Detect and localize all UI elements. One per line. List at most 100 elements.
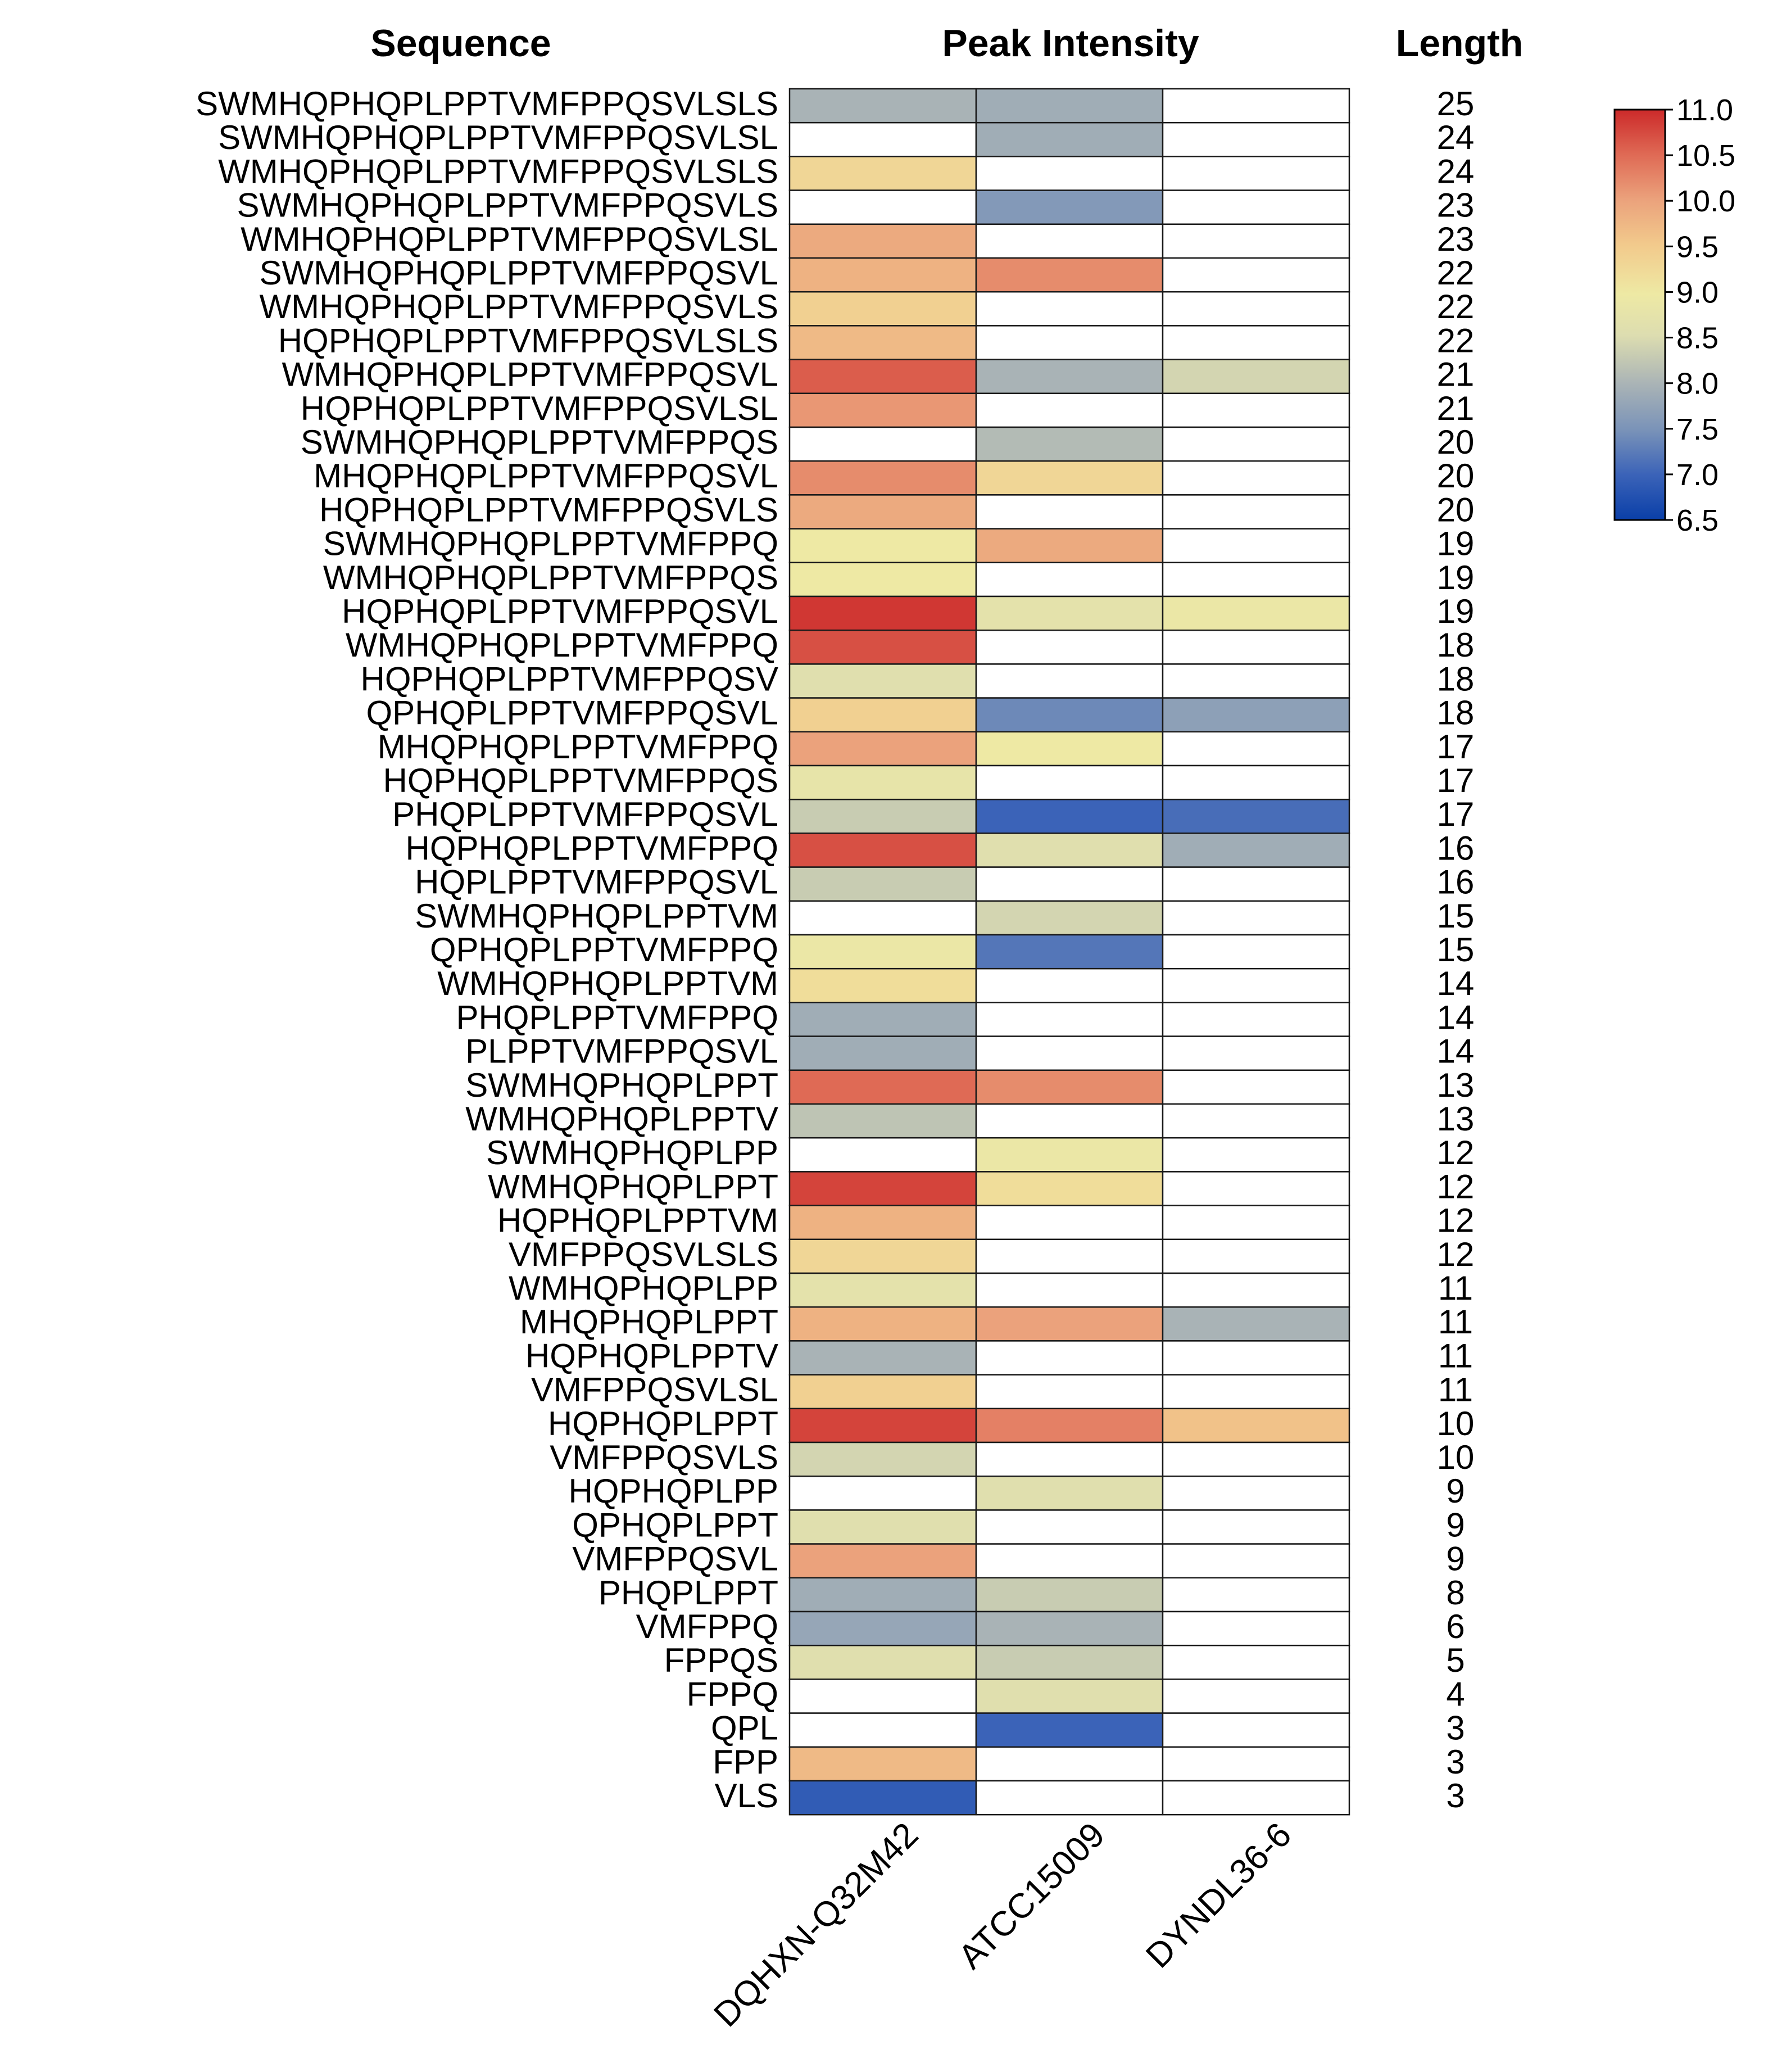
sequence-label: WMHQPHQPLPPTVMFPPQSVLSL	[241, 220, 778, 258]
heatmap-cell	[788, 1644, 977, 1680]
heatmap-cell	[788, 1780, 977, 1816]
sequence-label: SWMHQPHQPLPPT	[465, 1066, 778, 1104]
sequence-label: HQPLPPTVMFPPQSVL	[415, 863, 778, 901]
sequence-label: QPHQPLPPTVMFPPQ	[430, 931, 778, 969]
length-label: 19	[1437, 559, 1475, 596]
column-label: ATCC15009	[951, 1815, 1113, 1976]
heatmap-cell	[788, 934, 977, 970]
heatmap-cell	[975, 392, 1164, 428]
length-label: 16	[1437, 829, 1475, 867]
length-label: 12	[1437, 1236, 1475, 1273]
length-label: 10	[1437, 1438, 1475, 1476]
heatmap-cell	[975, 866, 1164, 902]
heatmap-cell	[975, 1746, 1164, 1782]
heatmap-cell	[788, 731, 977, 767]
heatmap-cell	[975, 731, 1164, 767]
length-label: 12	[1437, 1202, 1475, 1239]
sequence-label: WMHQPHQPLPP	[509, 1269, 778, 1307]
heatmap-cell	[1162, 1543, 1350, 1579]
sequence-label: VMFPPQSVLSLS	[509, 1236, 778, 1273]
heatmap-cell	[1162, 697, 1350, 733]
heatmap-cell	[1162, 595, 1350, 631]
heatmap-cell	[788, 1002, 977, 1037]
length-label: 14	[1437, 965, 1475, 1002]
heatmap-cell	[1162, 1069, 1350, 1105]
heatmap-cell	[788, 257, 977, 293]
heatmap-cell	[1162, 1137, 1350, 1173]
heatmap-cell	[788, 528, 977, 564]
heatmap-cell	[788, 1543, 977, 1579]
heatmap-cell	[1162, 798, 1350, 834]
heatmap-cell	[788, 223, 977, 259]
heatmap-cell	[1162, 1205, 1350, 1241]
heatmap-cell	[1162, 1002, 1350, 1037]
sequence-label: MHQPHQPLPPTVMFPPQSVL	[314, 457, 778, 495]
sequence-label: QPHQPLPPT	[572, 1506, 778, 1544]
sequence-label: PHQPLPPT	[598, 1574, 778, 1612]
sequence-labels: SWMHQPHQPLPPT VMFPPQSVLSLS SWMHQPHQPLPPTVM…	[196, 85, 778, 1815]
length-label: 23	[1437, 187, 1475, 224]
length-label: 16	[1437, 863, 1475, 901]
heatmap-cell	[1162, 426, 1350, 462]
heatmap-cell	[975, 900, 1164, 936]
length-label: 15	[1437, 897, 1475, 935]
heatmap-cell	[788, 1137, 977, 1173]
heatmap-cell	[975, 528, 1164, 564]
heatmap-cell	[788, 1441, 977, 1477]
length-label: 22	[1437, 288, 1475, 325]
heatmap-cell	[788, 833, 977, 868]
heatmap-cell	[788, 1103, 977, 1139]
heatmap-cell	[788, 88, 977, 124]
heatmap-cell	[975, 1441, 1164, 1477]
heatmap-cell	[1162, 731, 1350, 767]
length-label: 22	[1437, 322, 1475, 359]
sequence-label: HQPHQPLPPT	[548, 1405, 778, 1442]
heatmap-cell	[788, 392, 977, 428]
heatmap-cell	[975, 494, 1164, 530]
colorbar-gradient	[1613, 108, 1666, 521]
length-label: 12	[1437, 1134, 1475, 1171]
heatmap-cell	[975, 1679, 1164, 1714]
heatmap-cell	[788, 1238, 977, 1274]
heatmap-cell	[975, 595, 1164, 631]
heatmap-cell	[975, 1205, 1164, 1241]
sequence-label: SWMHQPHQPLPP	[486, 1134, 778, 1171]
length-label: 20	[1437, 457, 1475, 495]
length-label: 3	[1446, 1743, 1464, 1781]
colorbar-tick-label: 7.5	[1676, 413, 1719, 446]
heatmap-cell	[975, 1306, 1164, 1342]
heatmap-cell	[975, 1475, 1164, 1511]
sequence-label: VMFPPQSVLS	[550, 1438, 778, 1476]
header-sequence: Sequence	[370, 22, 551, 65]
sequence-label: HQPHQPLPPTVMFPPQS	[383, 762, 778, 799]
sequence-label: HQPHQPLPPTVM	[497, 1202, 778, 1239]
heatmap-cell	[1162, 88, 1350, 124]
sequence-label: SWMHQPHQPLPPTVMFPPQSVLS	[237, 187, 778, 224]
length-label: 21	[1437, 356, 1475, 393]
heatmap-cell	[975, 1577, 1164, 1613]
heatmap-cell	[975, 934, 1164, 970]
length-label: 11	[1438, 1371, 1473, 1409]
heatmap-cell	[1162, 562, 1350, 598]
heatmap-cell	[788, 1712, 977, 1748]
heatmap-cell	[975, 1408, 1164, 1444]
heatmap-cell	[975, 1137, 1164, 1173]
heatmap-cell	[1162, 1408, 1350, 1444]
colorbar-tick-label: 8.5	[1676, 322, 1719, 355]
length-label: 6	[1446, 1608, 1464, 1645]
heatmap-cell	[1162, 1712, 1350, 1748]
heatmap-cell	[788, 291, 977, 327]
heatmap-cell	[1162, 1238, 1350, 1274]
sequence-label: VMFPPQSVLSL	[531, 1371, 778, 1409]
heatmap-cell	[1162, 528, 1350, 564]
heatmap-cell	[975, 156, 1164, 191]
sequence-label: SWMHQPHQPLPPTVM	[415, 897, 778, 935]
heatmap-cell	[975, 257, 1164, 293]
heatmap-cell	[1162, 764, 1350, 800]
heatmap-cell	[788, 426, 977, 462]
length-label: 25	[1437, 85, 1475, 123]
sequence-label: PLPPTVMFPPQSVL	[465, 1033, 778, 1070]
sequence-label: QPHQPLPPTVMFPPQSVL	[366, 694, 778, 732]
length-label: 3	[1446, 1709, 1464, 1747]
heatmap-cell	[1162, 1306, 1350, 1342]
